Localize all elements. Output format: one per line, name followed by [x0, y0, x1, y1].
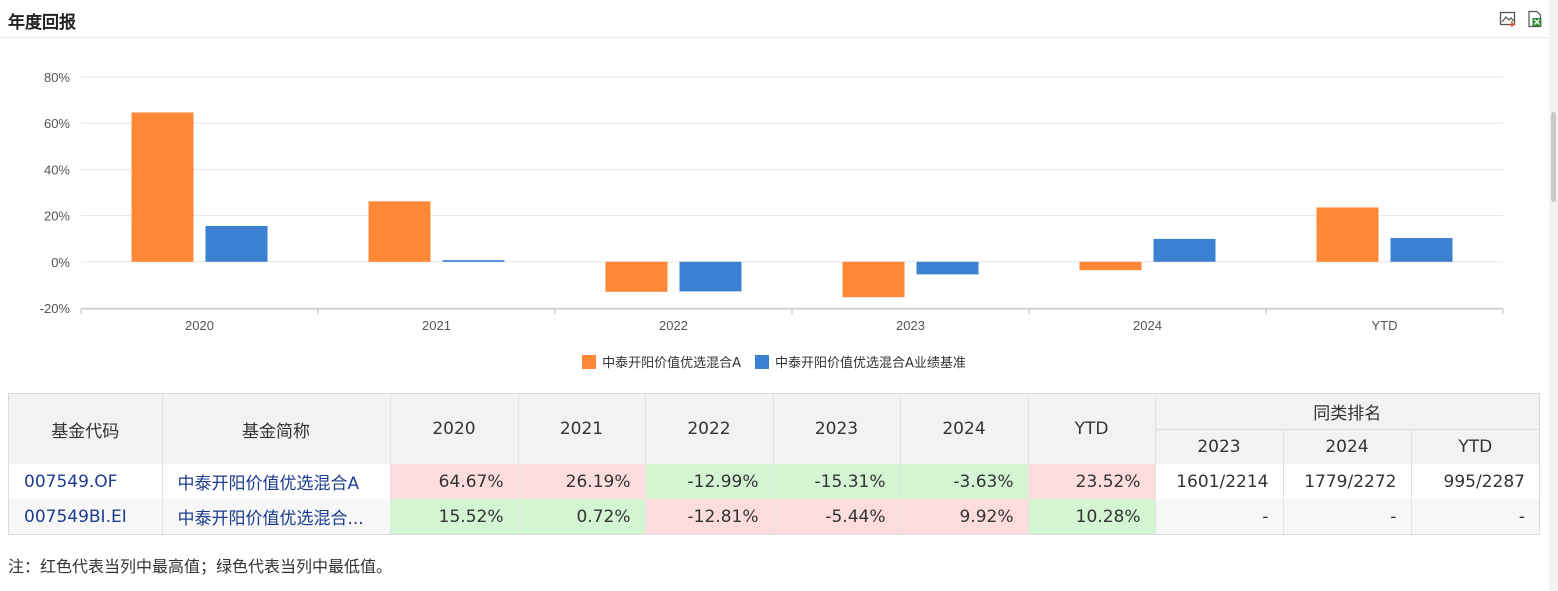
- x-tick-label: 2020: [185, 318, 214, 333]
- rank-cell: 995/2287: [1443, 471, 1525, 492]
- rank-cell: 1779/2272: [1283, 464, 1412, 499]
- header-rank-year: 2024: [1283, 428, 1412, 464]
- returns-table: 基金代码 基金简称 2020 2021 2022 2023 2024 YTD 同…: [9, 394, 1539, 534]
- returns-table-body: 007549.OF 中泰开阳价值优选混合A 64.67% 26.19% -12.99% -…: [9, 464, 1539, 534]
- bar-benchmark: [679, 261, 742, 292]
- bar-fund: [368, 201, 431, 262]
- return-cell: 9.92%: [900, 499, 1029, 534]
- table-footnote: 注：红色代表当列中最高值；绿色代表当列中最低值。: [8, 557, 393, 576]
- bar-fund: [1316, 207, 1379, 262]
- legend-label-fund: 中泰开阳价值优选混合A: [602, 356, 741, 371]
- header-year: 2020: [390, 394, 519, 464]
- x-tick-label: 2022: [659, 318, 688, 333]
- header-year: 2021: [518, 394, 646, 464]
- vertical-scrollbar[interactable]: [1549, 0, 1558, 591]
- bar-fund: [842, 261, 905, 298]
- chart-legend: 中泰开阳价值优选混合A 中泰开阳价值优选混合A业绩基准: [0, 352, 1548, 371]
- fund-code-link[interactable]: 007549BI.EI: [9, 499, 163, 534]
- return-cell: 23.52%: [1028, 464, 1156, 499]
- x-tick-label: 2024: [1133, 318, 1162, 333]
- bar-benchmark: [1390, 238, 1453, 262]
- header-rank-year: 2023: [1155, 428, 1284, 464]
- y-tick-label: -20%: [40, 301, 71, 316]
- header-year: 2023: [773, 394, 901, 464]
- bar-fund: [131, 112, 194, 262]
- return-cell: 26.19%: [518, 464, 646, 499]
- excel-export-icon[interactable]: [1526, 10, 1544, 28]
- header-fund-name: 基金简称: [162, 394, 391, 464]
- return-cell: -15.31%: [773, 464, 901, 499]
- header-year: 2024: [900, 394, 1029, 464]
- return-cell: -3.63%: [900, 464, 1029, 499]
- returns-table-container: 基金代码 基金简称 2020 2021 2022 2023 2024 YTD 同…: [8, 393, 1540, 535]
- legend-swatch-benchmark: [755, 354, 769, 369]
- x-tick-label: 2023: [896, 318, 925, 333]
- rank-cell: -: [1411, 499, 1539, 534]
- bar-fund: [1079, 261, 1142, 271]
- table-row: 007549BI.EI 中泰开阳价值优选混合... 15.52% 0.72% -12.8…: [9, 499, 1539, 534]
- rank-cell: 1601/2214: [1155, 464, 1284, 499]
- panel-header: 年度回报: [0, 0, 1548, 38]
- y-tick-label: 20%: [44, 209, 70, 224]
- fund-name-link[interactable]: 中泰开阳价值优选混合...: [162, 499, 391, 534]
- y-tick-label: 80%: [44, 70, 70, 85]
- legend-label-benchmark: 中泰开阳价值优选混合A业绩基准: [775, 356, 966, 371]
- y-tick-label: 0%: [51, 255, 70, 270]
- return-cell: -12.81%: [645, 499, 774, 534]
- image-download-icon[interactable]: [1499, 10, 1517, 28]
- annual-return-chart: 80% 60% 40% 20% 0% -20% 2020 2021 2022 2023 2024 YT…: [0, 40, 1548, 385]
- return-cell: -5.44%: [773, 499, 901, 534]
- return-cell: 15.52%: [390, 499, 519, 534]
- bar-benchmark: [1153, 238, 1216, 262]
- y-tick-label: 40%: [44, 162, 70, 177]
- header-peer-rank-group: 同类排名: [1155, 394, 1539, 429]
- bar-benchmark: [205, 225, 268, 262]
- return-cell: 0.72%: [518, 499, 646, 534]
- x-tick-label: YTD: [1372, 318, 1398, 333]
- rank-cell: -: [1155, 499, 1284, 534]
- bar-benchmark: [916, 261, 979, 275]
- y-tick-label: 60%: [44, 116, 70, 131]
- bar-chart-svg: 80% 60% 40% 20% 0% -20% 2020 2021 2022 2023 2024 YT…: [40, 70, 1504, 333]
- legend-item-fund[interactable]: 中泰开阳价值优选混合A: [582, 352, 741, 371]
- fund-code-link[interactable]: 007549.OF: [9, 464, 163, 499]
- scrollbar-thumb[interactable]: [1551, 112, 1556, 202]
- return-cell: 64.67%: [390, 464, 519, 499]
- header-year: 2022: [645, 394, 774, 464]
- header-fund-code: 基金代码: [9, 394, 163, 464]
- header-rank-year: YTD: [1411, 428, 1539, 464]
- return-cell: -12.99%: [645, 464, 774, 499]
- table-row: 007549.OF 中泰开阳价值优选混合A 64.67% 26.19% -12.99% -…: [9, 464, 1539, 499]
- rank-cell: -: [1283, 499, 1412, 534]
- legend-item-benchmark[interactable]: 中泰开阳价值优选混合A业绩基准: [755, 352, 966, 371]
- bar-fund: [605, 261, 668, 292]
- return-cell: 10.28%: [1028, 499, 1156, 534]
- legend-swatch-fund: [582, 354, 597, 369]
- panel-title: 年度回报: [8, 13, 76, 33]
- header-year: YTD: [1028, 394, 1156, 464]
- bar-benchmark: [442, 260, 505, 262]
- fund-name-link[interactable]: 中泰开阳价值优选混合A: [162, 464, 391, 499]
- x-tick-label: 2021: [422, 318, 451, 333]
